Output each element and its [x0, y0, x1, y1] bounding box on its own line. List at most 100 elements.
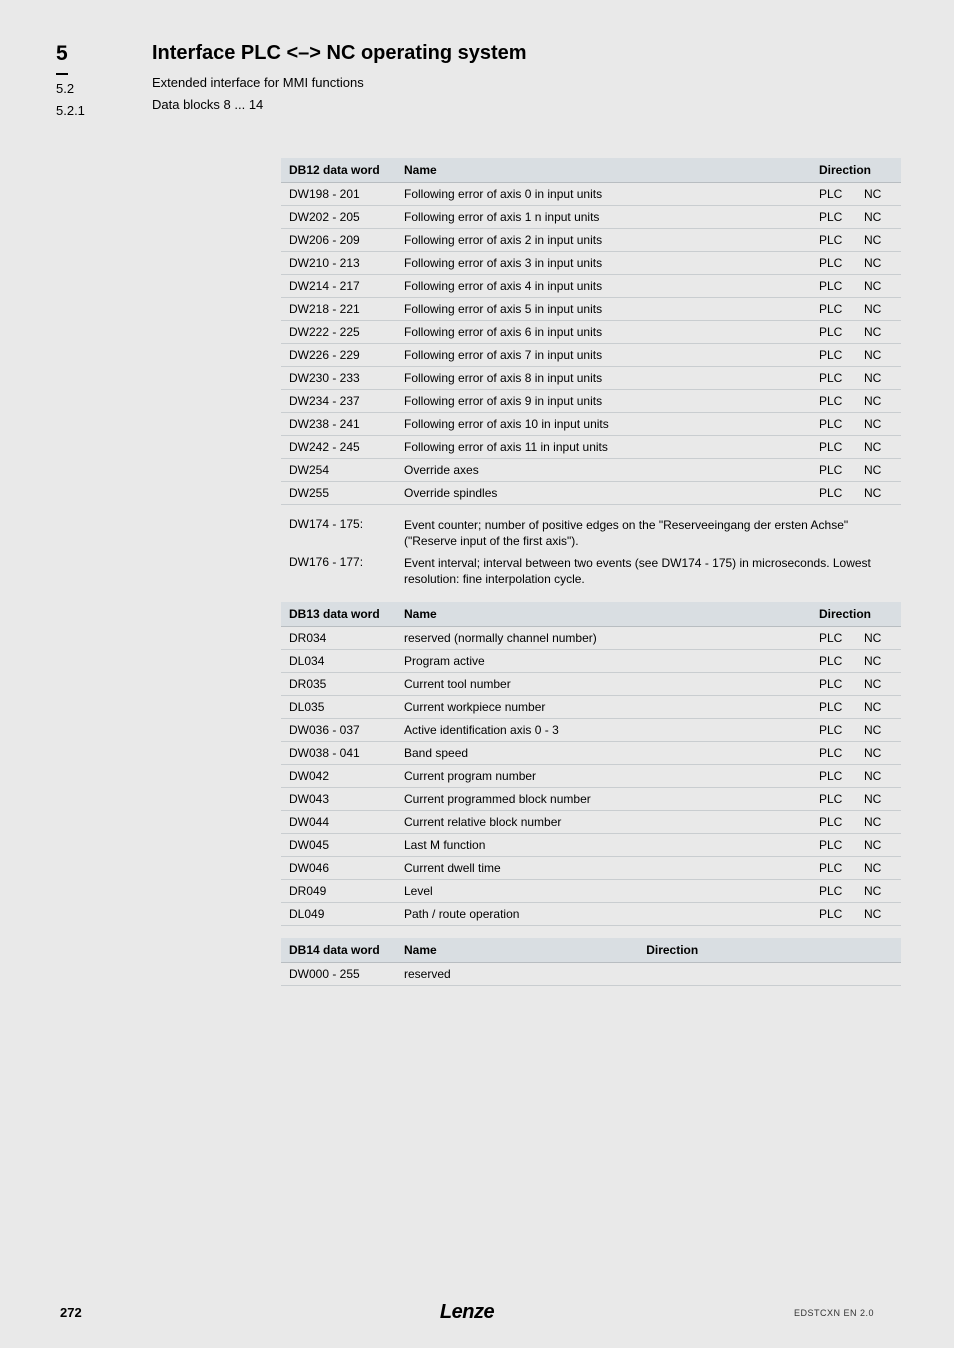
- table-row: DW206 - 209Following error of axis 2 in …: [281, 228, 901, 251]
- table-row: DW226 - 229Following error of axis 7 in …: [281, 343, 901, 366]
- cell-dir-to: NC: [856, 810, 901, 833]
- cell-name: Following error of axis 8 in input units: [396, 366, 811, 389]
- cell-dir-from: PLC: [811, 228, 856, 251]
- cell-word: DW046: [281, 856, 396, 879]
- cell-word: DW218 - 221: [281, 297, 396, 320]
- cell-dir-from: PLC: [811, 649, 856, 672]
- cell-name: Following error of axis 4 in input units: [396, 274, 811, 297]
- cell-word: DL034: [281, 649, 396, 672]
- cell-name: Following error of axis 10 in input unit…: [396, 412, 811, 435]
- cell-dir-to: NC: [856, 741, 901, 764]
- cell-dir-to: NC: [856, 412, 901, 435]
- page-subtitle-1: Extended interface for MMI functions: [152, 72, 527, 94]
- cell-dir-to: NC: [856, 902, 901, 925]
- cell-name: Following error of axis 3 in input units: [396, 251, 811, 274]
- cell-dir-to: NC: [856, 649, 901, 672]
- cell-word: DL049: [281, 902, 396, 925]
- cell-name: Band speed: [396, 741, 811, 764]
- cell-name: Following error of axis 1 n input units: [396, 205, 811, 228]
- cell-word: DW222 - 225: [281, 320, 396, 343]
- cell-dir-from: PLC: [811, 810, 856, 833]
- table-row: DW202 - 205Following error of axis 1 n i…: [281, 205, 901, 228]
- table-header-word: DB14 data word: [281, 938, 396, 963]
- cell-dir-from: PLC: [811, 435, 856, 458]
- cell-dir-from: PLC: [811, 366, 856, 389]
- table-row: DW042Current program numberPLCNC: [281, 764, 901, 787]
- cell-dir-from: PLC: [811, 879, 856, 902]
- table-row: DW046Current dwell timePLCNC: [281, 856, 901, 879]
- cell-name: Following error of axis 0 in input units: [396, 182, 811, 205]
- cell-dir-to: NC: [856, 205, 901, 228]
- cell-word: DW198 - 201: [281, 182, 396, 205]
- cell-dir-to: NC: [856, 297, 901, 320]
- cell-dir-to: NC: [856, 856, 901, 879]
- cell-name: Following error of axis 9 in input units: [396, 389, 811, 412]
- cell-word: DW043: [281, 787, 396, 810]
- cell-dir-from: PLC: [811, 297, 856, 320]
- table-row: DW214 - 217Following error of axis 4 in …: [281, 274, 901, 297]
- cell-name: Following error of axis 5 in input units: [396, 297, 811, 320]
- cell-dir-to: NC: [856, 879, 901, 902]
- cell-dir-to: NC: [856, 343, 901, 366]
- cell-dir-from: PLC: [811, 320, 856, 343]
- cell-dir-from: PLC: [811, 251, 856, 274]
- table-row: DR049LevelPLCNC: [281, 879, 901, 902]
- cell-word: DW234 - 237: [281, 389, 396, 412]
- cell-word: DW214 - 217: [281, 274, 396, 297]
- cell-dir-to: NC: [856, 274, 901, 297]
- cell-word: DW238 - 241: [281, 412, 396, 435]
- cell-word: DW202 - 205: [281, 205, 396, 228]
- page-title: Interface PLC <–> NC operating system: [152, 36, 527, 70]
- cell-word: DW210 - 213: [281, 251, 396, 274]
- cell-name: Path / route operation: [396, 902, 811, 925]
- note-text: Event interval; interval between two eve…: [404, 555, 901, 587]
- table-header-name: Name: [396, 158, 811, 183]
- cell-word: DW226 - 229: [281, 343, 396, 366]
- table-header-direction: Direction: [811, 602, 901, 627]
- table-header-direction: Direction: [811, 158, 901, 183]
- page-subtitle-2: Data blocks 8 ... 14: [152, 94, 527, 116]
- notes-block: DW174 - 175:Event counter; number of pos…: [281, 517, 901, 588]
- cell-dir-empty: [638, 962, 901, 985]
- cell-dir-to: NC: [856, 672, 901, 695]
- cell-dir-from: PLC: [811, 412, 856, 435]
- cell-dir-to: NC: [856, 458, 901, 481]
- cell-word: DW044: [281, 810, 396, 833]
- cell-word: DW242 - 245: [281, 435, 396, 458]
- cell-dir-from: PLC: [811, 205, 856, 228]
- cell-dir-from: PLC: [811, 672, 856, 695]
- section-number-sub2: 5.2.1: [56, 100, 112, 122]
- cell-name: Current workpiece number: [396, 695, 811, 718]
- table-row: DL034Program activePLCNC: [281, 649, 901, 672]
- cell-dir-to: NC: [856, 626, 901, 649]
- cell-word: DW206 - 209: [281, 228, 396, 251]
- cell-name: Following error of axis 11 in input unit…: [396, 435, 811, 458]
- table-row: DW234 - 237Following error of axis 9 in …: [281, 389, 901, 412]
- cell-word: DR034: [281, 626, 396, 649]
- cell-dir-from: PLC: [811, 787, 856, 810]
- note-word: DW176 - 177:: [281, 555, 396, 587]
- cell-name: Following error of axis 6 in input units: [396, 320, 811, 343]
- cell-dir-to: NC: [856, 787, 901, 810]
- cell-name: reserved: [396, 962, 638, 985]
- cell-name: Level: [396, 879, 811, 902]
- table-db12: DB12 data word Name Direction DW198 - 20…: [281, 158, 901, 505]
- cell-dir-from: PLC: [811, 718, 856, 741]
- note-row: DW176 - 177:Event interval; interval bet…: [281, 555, 901, 587]
- cell-word: DR035: [281, 672, 396, 695]
- page-number: 272: [60, 1305, 82, 1320]
- cell-name: Last M function: [396, 833, 811, 856]
- table-row: DW254Override axesPLCNC: [281, 458, 901, 481]
- cell-name: Current dwell time: [396, 856, 811, 879]
- table-row: DW000 - 255reserved: [281, 962, 901, 985]
- table-row: DL049Path / route operationPLCNC: [281, 902, 901, 925]
- note-word: DW174 - 175:: [281, 517, 396, 549]
- table-row: DW255Override spindlesPLCNC: [281, 481, 901, 504]
- cell-dir-to: NC: [856, 251, 901, 274]
- cell-dir-to: NC: [856, 182, 901, 205]
- cell-word: DW042: [281, 764, 396, 787]
- cell-dir-from: PLC: [811, 695, 856, 718]
- cell-name: Current program number: [396, 764, 811, 787]
- table-row: DW036 - 037Active identification axis 0 …: [281, 718, 901, 741]
- cell-dir-to: NC: [856, 366, 901, 389]
